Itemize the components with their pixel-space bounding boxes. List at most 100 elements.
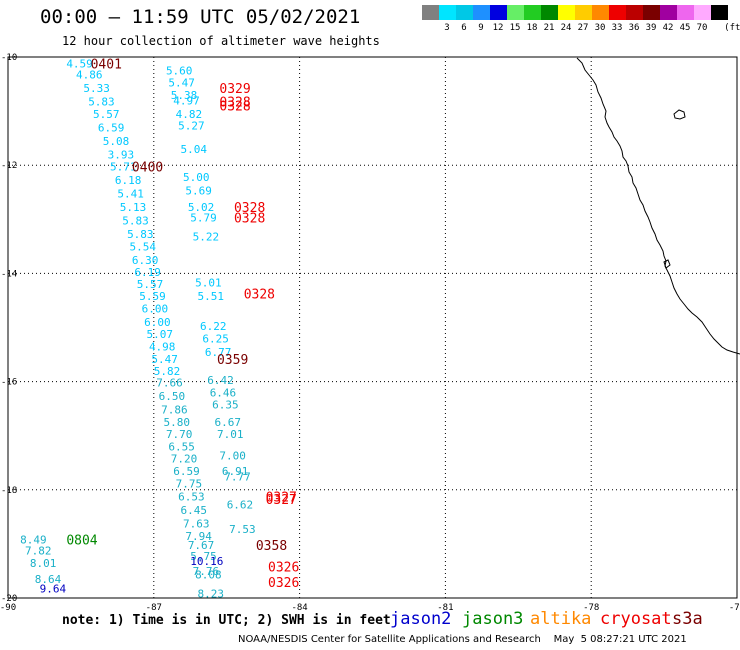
scale-swatch [626, 5, 643, 20]
scale-label: 30 [594, 23, 606, 33]
mission-jason2: jason2 [390, 609, 452, 629]
wave-height-value: 5.82 [154, 365, 181, 378]
pass-time-label: 0359 [217, 353, 248, 368]
pass-time-label: 0328 [219, 95, 250, 110]
scale-label: 33 [611, 23, 623, 33]
scale-swatch [490, 5, 507, 20]
scale-label: 36 [628, 23, 640, 33]
lat-tick-label: -18 [1, 486, 17, 496]
scale-swatch [592, 5, 609, 20]
lat-tick-label: -16 [1, 378, 17, 388]
wave-height-value: 5.22 [193, 231, 220, 244]
wave-height-value: 5.38 [171, 89, 198, 102]
wave-height-value: 6.91 [222, 465, 249, 478]
wave-height-value: 6.50 [159, 390, 186, 403]
wave-height-value: 5.08 [103, 135, 129, 148]
wave-height-value: 5.57 [93, 108, 120, 121]
scale-label: 70 [696, 23, 708, 33]
wave-height-value: 4.82 [176, 108, 203, 121]
map-subtitle: 12 hour collection of altimeter wave hei… [62, 34, 380, 48]
scale-swatch [643, 5, 660, 20]
wave-height-value: 6.18 [115, 174, 142, 187]
pass-time-labels: 0401040003290328032803280328032803590327… [66, 57, 299, 590]
wave-height-value: 6.22 [200, 320, 227, 333]
wave-height-value: 6.59 [173, 465, 200, 478]
pass-time-label: 0804 [66, 534, 97, 549]
pass-time-label: 0327 [266, 493, 297, 508]
wave-height-value: 5.41 [117, 187, 144, 200]
wave-height-value: 6.19 [134, 266, 161, 279]
wave-height-value: 7.66 [156, 377, 183, 390]
wave-height-value: 5.83 [127, 228, 154, 241]
wave-height-value: 5.07 [147, 328, 174, 341]
pass-time-label: 0358 [256, 539, 287, 554]
scale-swatch [439, 5, 456, 20]
wave-height-labels: 4.594.865.335.835.576.595.083.935.716.18… [20, 57, 255, 600]
wave-height-value: 6.45 [181, 504, 208, 517]
pass-time-label: 0328 [234, 212, 265, 227]
scale-swatch [694, 5, 711, 20]
wave-height-value: 6.46 [210, 386, 237, 399]
wave-height-value: 5.01 [195, 277, 222, 290]
scale-label: 12 [492, 23, 504, 33]
wave-height-value: 7.86 [161, 404, 188, 417]
scale-label: 24 [560, 23, 572, 33]
wave-height-value: 6.62 [227, 498, 254, 511]
wave-height-value: 5.04 [181, 143, 208, 156]
scale-swatch [558, 5, 575, 20]
pass-time-label: 0328 [219, 100, 250, 115]
wave-height-value: 10.16 [190, 555, 223, 568]
credit-line: NOAA/NESDIS Center for Satellite Applica… [238, 634, 687, 645]
pass-time-label: 0401 [91, 57, 122, 72]
wave-height-value: 6.30 [132, 254, 159, 267]
map-frame [7, 56, 738, 599]
scale-unit: (ft) [724, 23, 740, 33]
wave-height-value: 7.53 [229, 523, 256, 536]
wave-height-value: 7.01 [217, 428, 244, 441]
scale-label: 6 [461, 23, 467, 33]
wave-height-value: 5.02 [188, 201, 215, 214]
wave-height-value: 4.86 [76, 68, 103, 81]
wave-height-value: 7.76 [193, 565, 220, 578]
wave-height-value: 4.98 [149, 340, 176, 353]
scale-swatch [541, 5, 558, 20]
wave-height-value: 7.00 [219, 450, 246, 463]
scale-swatch [575, 5, 592, 20]
wave-height-value: 5.79 [190, 212, 217, 225]
wave-height-value: 5.27 [178, 120, 205, 133]
wave-height-value: 8.49 [20, 534, 47, 547]
lon-tick-label: -75 [729, 603, 740, 613]
lon-tick-label: -84 [291, 603, 307, 613]
wave-height-value: 5.59 [139, 290, 166, 303]
wave-height-value: 6.59 [98, 121, 125, 134]
scale-label: 45 [679, 23, 691, 33]
wave-height-value: 8.01 [30, 557, 57, 570]
wave-height-value: 8.23 [198, 588, 225, 601]
scale-label: 3 [444, 23, 450, 33]
pass-time-label: 0328 [234, 201, 265, 216]
lat-tick-label: -14 [1, 269, 17, 279]
pass-time-label: 0327 [266, 490, 297, 505]
wave-height-value: 7.94 [185, 530, 212, 543]
wave-height-value: 6.00 [144, 316, 171, 329]
wave-height-value: 4.97 [173, 94, 200, 107]
scale-label: 18 [526, 23, 538, 33]
wave-height-value: 5.83 [88, 95, 115, 108]
scale-swatch [660, 5, 677, 20]
scale-label: 39 [645, 23, 657, 33]
lat-tick-label: -12 [1, 161, 17, 171]
wave-height-value: 9.64 [40, 582, 67, 595]
pass-time-label: 0326 [268, 576, 299, 591]
mission-s3a: s3a [672, 609, 703, 629]
scale-swatch [422, 5, 439, 20]
wave-height-value: 5.00 [183, 171, 210, 184]
scale-label: 15 [509, 23, 521, 33]
footer-note: note: 1) Time is in UTC; 2) SWH is in fe… [62, 613, 391, 628]
lon-tick-label: -81 [437, 603, 453, 613]
wave-height-value: 5.54 [130, 240, 157, 253]
pass-time-label: 0329 [219, 82, 250, 97]
island-outline [673, 109, 686, 120]
headland-outline [663, 259, 671, 269]
scale-label: 27 [577, 23, 589, 33]
